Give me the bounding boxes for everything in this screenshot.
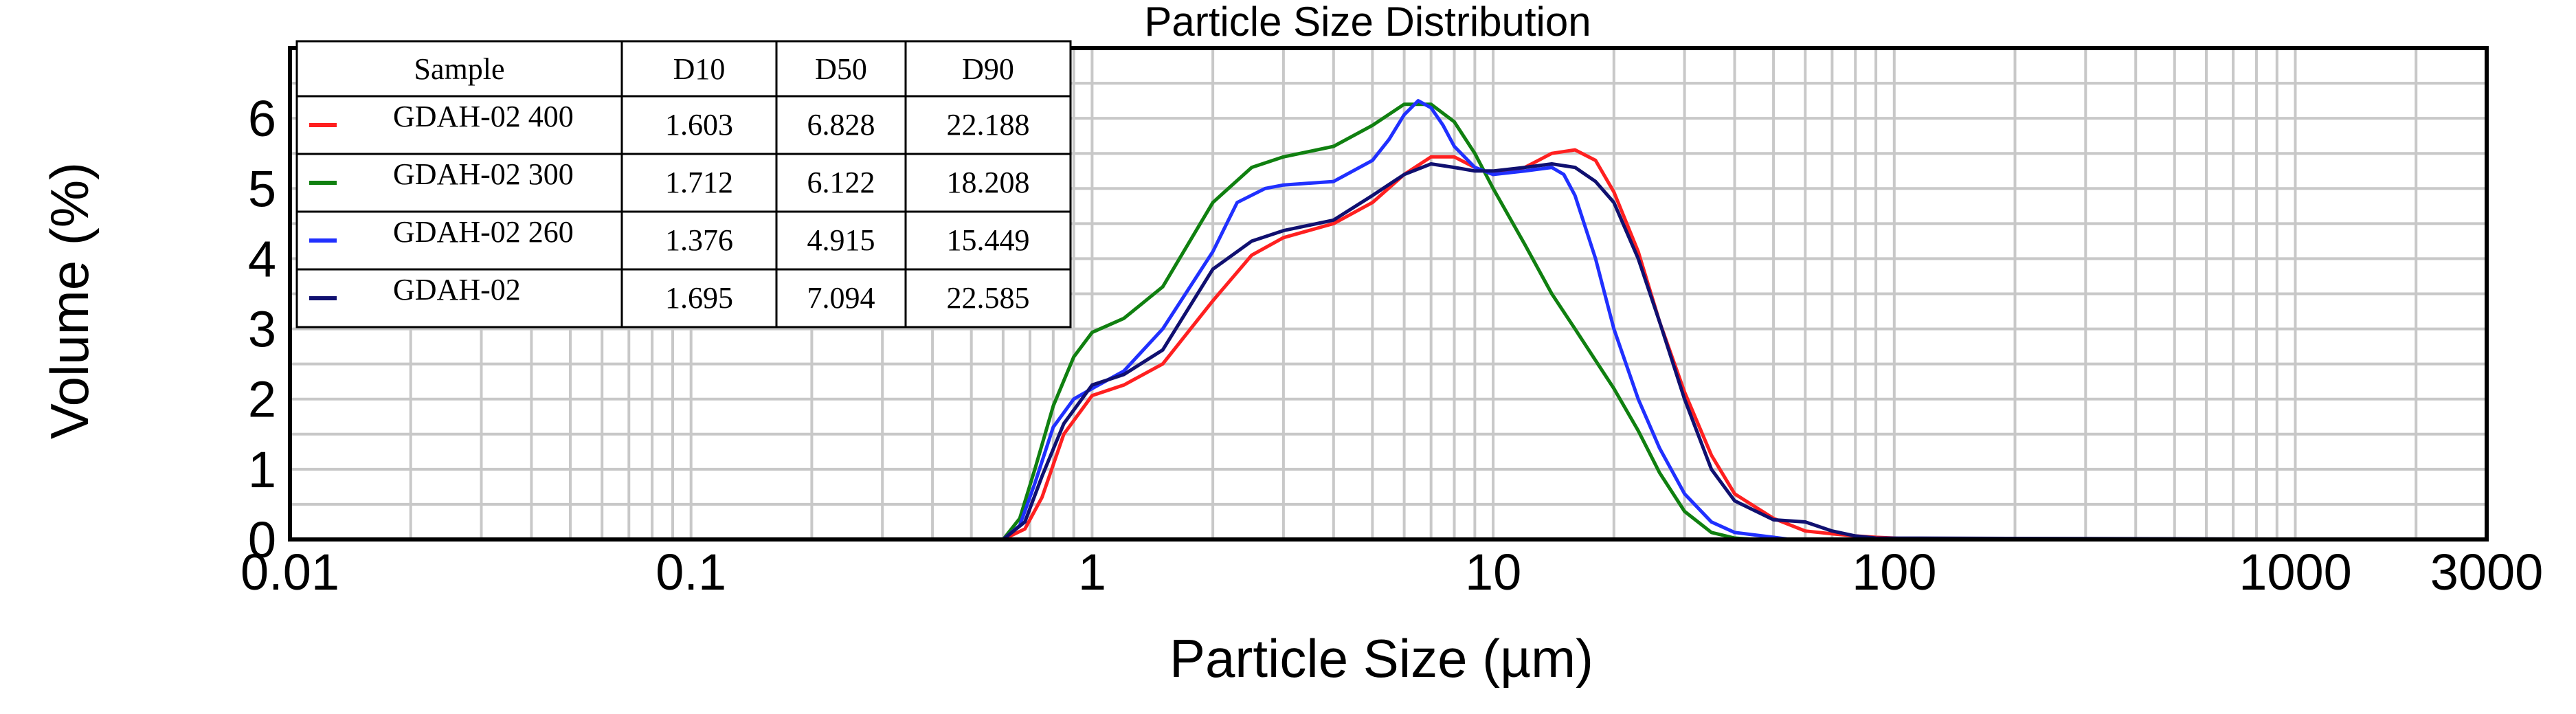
axis-layer: 0.01 0.1 1 10 100 1000 3000 0 1 2 3 4 5 6 <box>240 90 2543 601</box>
table-value-cell: 4.915 <box>807 223 875 257</box>
table-value-cell: 6.122 <box>807 166 875 199</box>
table-value-cell: 1.603 <box>665 108 733 142</box>
series-layer <box>409 99 2418 542</box>
table-header-cell: D10 <box>673 52 726 86</box>
table-header-cell: D50 <box>815 52 867 86</box>
title-layer: Particle Size Distribution <box>1144 0 1591 45</box>
x-tick-label: 1000 <box>2239 544 2352 601</box>
table-value-cell: 1.376 <box>665 223 733 257</box>
plot-frame <box>288 46 2489 542</box>
table-header-cell: Sample <box>414 52 505 86</box>
x-tick-label: 3000 <box>2430 544 2544 601</box>
y-tick-label: 0 <box>248 511 276 568</box>
table-frame <box>295 40 1072 328</box>
table-value-cell: 1.712 <box>665 166 733 199</box>
table-header-cell: D90 <box>962 52 1014 86</box>
series-line-3 <box>409 99 2418 542</box>
y-tick-label: 6 <box>248 90 276 147</box>
y-tick-label: 2 <box>248 371 276 428</box>
series-line-2 <box>409 102 2418 542</box>
table-value-cell: 15.449 <box>947 223 1030 257</box>
x-axis-title: Particle Size (µm) <box>1169 628 1593 689</box>
y-tick-label: 4 <box>248 230 276 287</box>
series-line-1 <box>409 148 2418 542</box>
y-tick-label: 3 <box>248 301 276 358</box>
x-tick-label: 0.1 <box>656 544 726 601</box>
statistics-table: Sample D10 D50 D90 GDAH-02 400 1.603 6.828 22.1… <box>295 40 1072 328</box>
table-value-cell: 6.828 <box>807 108 875 142</box>
y-tick-label: 1 <box>248 441 276 498</box>
table-sample-name: GDAH-02 260 <box>393 215 574 249</box>
chart-title: Particle Size Distribution <box>1144 0 1591 45</box>
series-line-4 <box>409 162 2418 542</box>
y-axis-title: Volume (%) <box>39 162 100 439</box>
table-value-cell: 7.094 <box>807 281 875 315</box>
x-tick-label: 100 <box>1852 544 1936 601</box>
x-tick-label: 0.01 <box>240 544 339 601</box>
table-value-cell: 18.208 <box>947 166 1030 199</box>
table-sample-name: GDAH-02 <box>393 273 521 306</box>
table-value-cell: 22.585 <box>947 281 1030 315</box>
table-sample-name: GDAH-02 400 <box>393 100 574 133</box>
table-value-cell: 1.695 <box>665 281 733 315</box>
x-tick-label: 1 <box>1078 544 1106 601</box>
x-tick-label: 10 <box>1465 544 1521 601</box>
y-tick-label: 5 <box>248 160 276 217</box>
table-sample-name: GDAH-02 300 <box>393 157 574 191</box>
table-value-cell: 22.188 <box>947 108 1030 142</box>
